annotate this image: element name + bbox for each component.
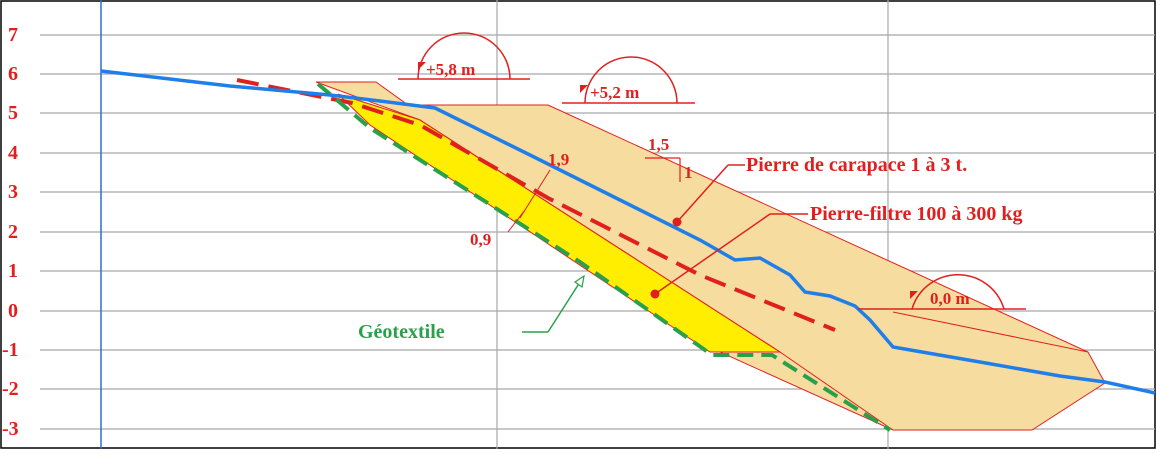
armour-callout: Pierre de carapace 1 à 3 t. [672,154,967,227]
y-axis-ticks: 7 6 5 4 3 2 1 0 -1 -2 -3 [2,24,19,440]
elevation-label: +5,2 m [590,83,639,102]
y-tick-label: 4 [8,142,18,164]
armour-inner-line [419,119,894,431]
elevation-marker: +5,8 m [398,32,530,80]
elevation-marker: 0,0 m [858,273,1026,310]
y-tick-label: 2 [8,221,18,243]
elevation-label: +5,8 m [426,60,475,79]
filter-label: Pierre-filtre 100 à 300 kg [810,203,1023,225]
thickness-dimension: 1,9 0,9 [470,150,569,249]
y-tick-label: 7 [8,24,18,46]
ground-profile-line [100,69,1156,395]
filter-layer [337,93,782,353]
slope-ratio: 1,5 1 [645,135,693,182]
elevation-marker: +5,2 m [562,56,695,104]
y-tick-label: -3 [2,418,19,440]
filter-callout: Pierre-filtre 100 à 300 kg [650,203,1023,299]
elevation-label: 0,0 m [930,289,970,308]
slope-horizontal-label: 1,5 [648,135,669,154]
geotextile-line [316,82,892,432]
y-tick-label: 1 [8,260,18,282]
y-tick-label: -2 [2,378,19,400]
armour-line-2 [892,311,1089,353]
filter-thickness-label: 0,9 [470,230,491,249]
slope-vertical-label: 1 [684,163,693,182]
y-tick-label: 6 [8,63,18,85]
grid [40,0,1155,449]
red-dashed-line [236,78,836,332]
y-tick-label: 3 [8,181,18,203]
armour-thickness-label: 1,9 [548,150,569,169]
geotextile-label: Géotextile [358,321,445,343]
y-tick-label: 5 [8,102,18,124]
y-tick-label: -1 [2,339,19,361]
y-tick-label: 0 [8,300,18,322]
armour-label: Pierre de carapace 1 à 3 t. [746,154,967,176]
geotextile-callout: Géotextile [358,274,585,343]
